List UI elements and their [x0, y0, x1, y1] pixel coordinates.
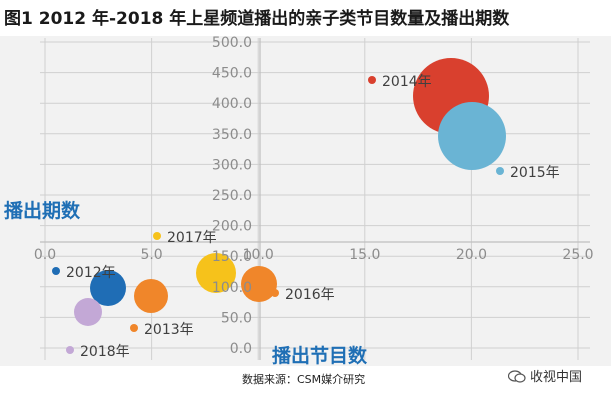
chart-title: 图1 2012 年-2018 年上星频道播出的亲子类节目数量及播出期数: [4, 9, 510, 29]
legend-label-2013年: 2013年: [144, 322, 194, 338]
legend-label-2017年: 2017年: [167, 230, 217, 246]
watermark: 收视中国: [508, 366, 582, 385]
legend-marker-2012年: [52, 267, 60, 275]
y-tick-label: 200.0: [212, 219, 252, 235]
y-tick-label: 350.0: [212, 127, 252, 143]
watermark-text: 收视中国: [530, 370, 583, 385]
y-tick-label: 50.0: [221, 310, 252, 326]
legend-label-2015年: 2015年: [510, 165, 560, 181]
legend-label-2012年: 2012年: [66, 265, 116, 281]
x-axis-title: 播出节目数: [272, 344, 368, 367]
x-tick-label: 15.0: [349, 247, 380, 263]
bubble-2015年: [438, 102, 506, 170]
y-tick-label: 150.0: [212, 249, 252, 265]
bubble-2017年: [196, 253, 236, 293]
y-axis-title: 播出期数: [4, 199, 81, 222]
x-tick-label: 10.0: [243, 247, 274, 263]
bubble-2013年: [134, 279, 168, 313]
bubble-2016年: [241, 266, 277, 302]
bubbles: [74, 58, 506, 326]
legend-label-2016年: 2016年: [285, 287, 335, 303]
x-tick-label: 5.0: [140, 247, 162, 263]
bubble-2012年: [90, 270, 126, 306]
legend-marker-2014年: [368, 76, 376, 84]
y-tick-label: 300.0: [212, 157, 252, 173]
y-tick-label: 400.0: [212, 96, 252, 112]
tick-labels: 0.0 5.0 10.0 15.0 20.0 25.00.050.0100.0150.02…: [34, 35, 594, 357]
y-tick-label: 250.0: [212, 188, 252, 204]
legend-label-2018年: 2018年: [80, 344, 130, 360]
legend-marker-2017年: [153, 232, 161, 240]
y-tick-label: 100.0: [212, 280, 252, 296]
x-tick-label: 0.0: [34, 247, 56, 263]
legend-marker-2018年: [66, 346, 74, 354]
x-tick-label: 25.0: [562, 247, 593, 263]
bubble-2018年: [74, 298, 102, 326]
legend-marker-2013年: [130, 324, 138, 332]
y-tick-label: 500.0: [212, 35, 252, 51]
data-source: 数据来源：CSM媒介研究: [242, 373, 366, 386]
gridlines: [40, 38, 590, 360]
legend-marker-2015年: [496, 167, 504, 175]
legend-marker-2016年: [271, 289, 279, 297]
wechat-icon: [508, 370, 526, 383]
y-tick-label: 0.0: [230, 341, 252, 357]
legend-markers: 2012年 2013年 2014年 2015年 2016年 2017年 2018年: [52, 74, 560, 360]
y-tick-label: 450.0: [212, 66, 252, 82]
x-tick-label: 20.0: [456, 247, 487, 263]
legend-label-2014年: 2014年: [382, 74, 432, 90]
